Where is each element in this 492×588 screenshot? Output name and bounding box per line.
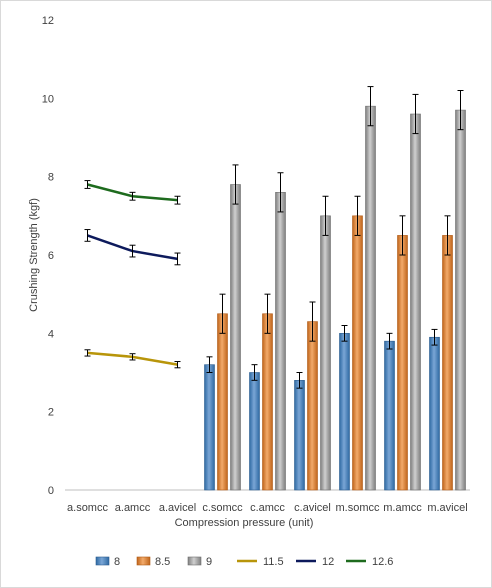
legend-label: 8.5 [155, 556, 170, 568]
lines-layer [84, 180, 181, 369]
x-tick-label: a.amcc [115, 502, 151, 514]
x-tick-label: a.avicel [159, 502, 196, 514]
legend-swatch [136, 556, 151, 566]
bar [410, 113, 421, 491]
bar [442, 235, 453, 491]
bar [262, 313, 273, 491]
y-tick-label: 8 [48, 172, 54, 184]
y-tick-label: 12 [42, 15, 54, 27]
legend-label: 9 [206, 556, 212, 568]
legend-swatch [95, 556, 110, 566]
legend: 8 8.5 9 11.5 12 12.6 [95, 556, 393, 568]
x-tick-label: m.avicel [427, 502, 467, 514]
y-tick-label: 2 [48, 407, 54, 419]
bar [339, 333, 350, 491]
y-tick-label: 4 [48, 328, 54, 340]
bars-layer [204, 86, 466, 491]
bar [429, 336, 440, 491]
x-tick-label: c.somcc [202, 502, 243, 514]
y-tick-label: 10 [42, 93, 54, 105]
bar [320, 215, 331, 491]
bar [365, 105, 376, 491]
bar [217, 313, 228, 491]
bar [230, 184, 241, 491]
legend-label: 12 [322, 556, 334, 568]
bar [397, 235, 408, 491]
bar [384, 340, 395, 491]
y-axis-title: Crushing Strength (kgf) [28, 198, 40, 312]
bar [352, 215, 363, 491]
x-tick-label: m.amcc [383, 502, 422, 514]
x-axis-ticks: a.somcc a.amcc a.avicel c.somcc c.amcc c.avic… [67, 502, 468, 514]
legend-label: 8 [114, 556, 120, 568]
legend-label: 12.6 [372, 556, 393, 568]
x-tick-label: m.somcc [336, 502, 381, 514]
y-tick-label: 0 [48, 485, 54, 497]
y-tick-label: 6 [48, 250, 54, 262]
bar [455, 109, 466, 491]
bar [307, 321, 318, 491]
legend-swatch [187, 556, 202, 566]
bar [275, 192, 286, 491]
bar [249, 372, 260, 491]
y-axis-ticks: 0 2 4 6 8 10 12 [42, 15, 54, 497]
x-tick-label: c.avicel [294, 502, 331, 514]
legend-label: 11.5 [263, 556, 284, 568]
x-axis-title: Compression pressure (unit) [175, 517, 314, 529]
x-tick-label: a.somcc [67, 502, 108, 514]
x-tick-label: c.amcc [250, 502, 285, 514]
bar [294, 380, 305, 491]
bar [204, 364, 215, 491]
